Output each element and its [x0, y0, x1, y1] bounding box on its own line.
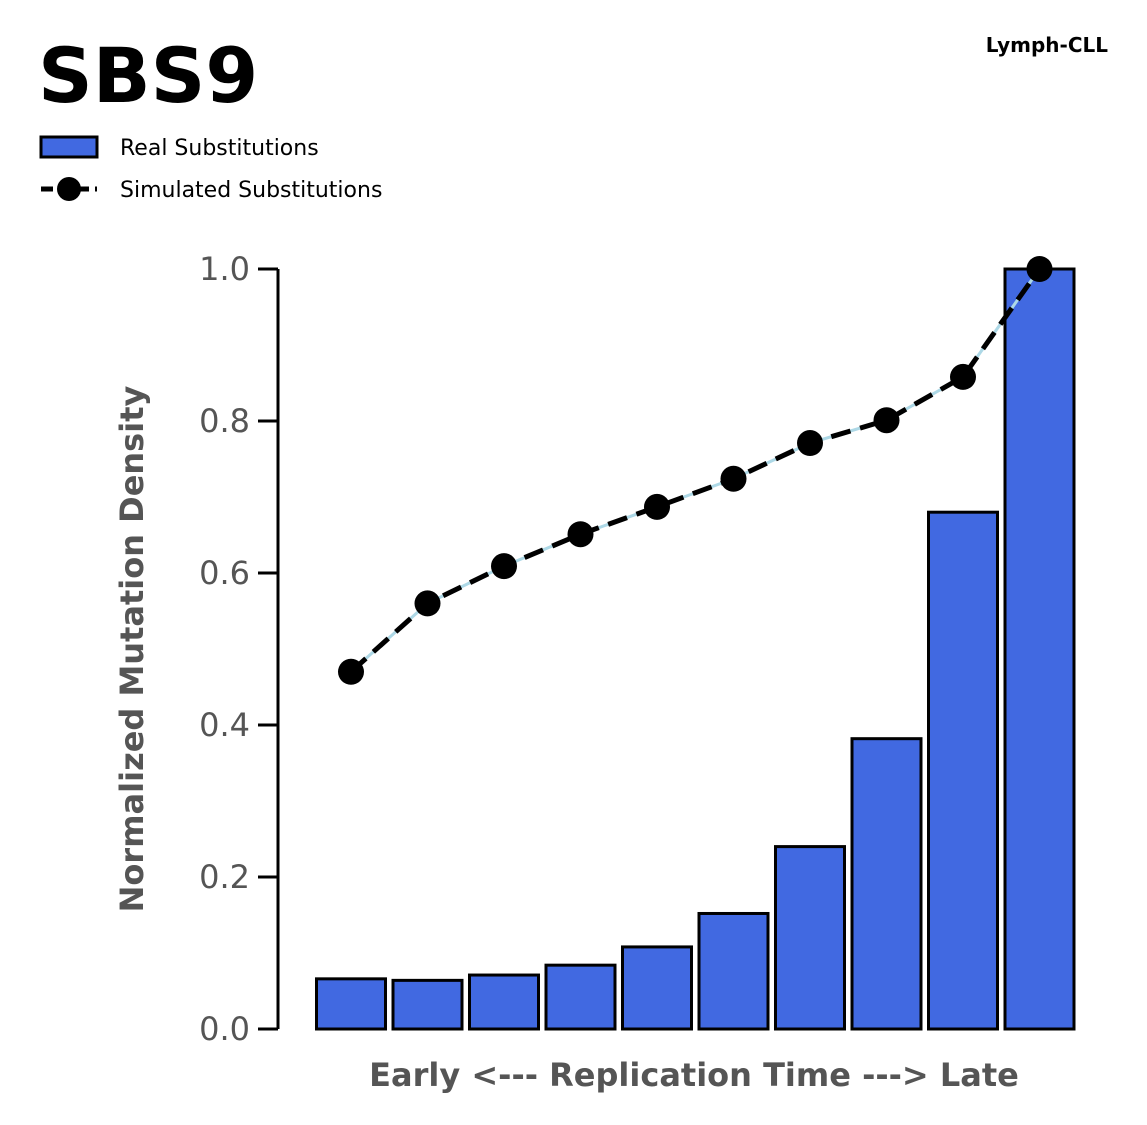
- simulated-line-path: [349, 267, 1042, 674]
- bar-6: [774, 845, 846, 1031]
- bar-8: [927, 510, 999, 1031]
- bar-7: [850, 737, 923, 1031]
- simulated-point-8: [950, 363, 976, 390]
- simulated-point-5: [720, 465, 747, 492]
- y-axis-ticks: 0.0 0.2 0.4 0.6 0.8 1.0: [199, 250, 278, 1048]
- legend-label-real: Real Substitutions: [120, 136, 319, 161]
- y-tick-label-3: 0.6: [199, 554, 250, 592]
- legend-swatch-real: [39, 135, 99, 159]
- simulated-point-1: [414, 590, 441, 617]
- legend: Real Substitutions Simulated Substitutio…: [39, 135, 382, 203]
- y-tick-label-0: 0.0: [199, 1010, 250, 1048]
- bar-9: [1003, 267, 1076, 1031]
- y-tick-label-1: 0.2: [199, 858, 250, 896]
- bars: [315, 267, 1076, 1031]
- y-tick-label-4: 0.8: [199, 402, 250, 440]
- legend-marker-simulated: [57, 177, 81, 201]
- bar-3: [544, 963, 617, 1031]
- simulated-point-2: [491, 553, 517, 580]
- bar-4: [621, 945, 693, 1031]
- simulated-point-4: [644, 493, 670, 520]
- chart-subtitle: Lymph-CLL: [986, 33, 1109, 57]
- simulated-point-0: [338, 658, 364, 685]
- bar-2: [468, 973, 540, 1031]
- x-axis-label: Early <--- Replication Time ---> Late: [369, 1056, 1019, 1094]
- bar-0: [315, 977, 387, 1031]
- bar-5: [697, 911, 770, 1031]
- y-tick-label-5: 1.0: [199, 250, 250, 288]
- legend-label-simulated: Simulated Substitutions: [120, 178, 382, 203]
- simulated-point-6: [797, 430, 823, 457]
- y-tick-label-2: 0.4: [199, 706, 250, 744]
- simulated-point-3: [567, 521, 594, 548]
- simulated-point-9: [1026, 256, 1053, 282]
- y-axis-label: Normalized Mutation Density: [113, 386, 151, 913]
- simulated-line: [338, 256, 1053, 685]
- chart-title: SBS9: [38, 31, 258, 120]
- bar-1: [391, 978, 464, 1031]
- simulated-point-7: [873, 407, 900, 434]
